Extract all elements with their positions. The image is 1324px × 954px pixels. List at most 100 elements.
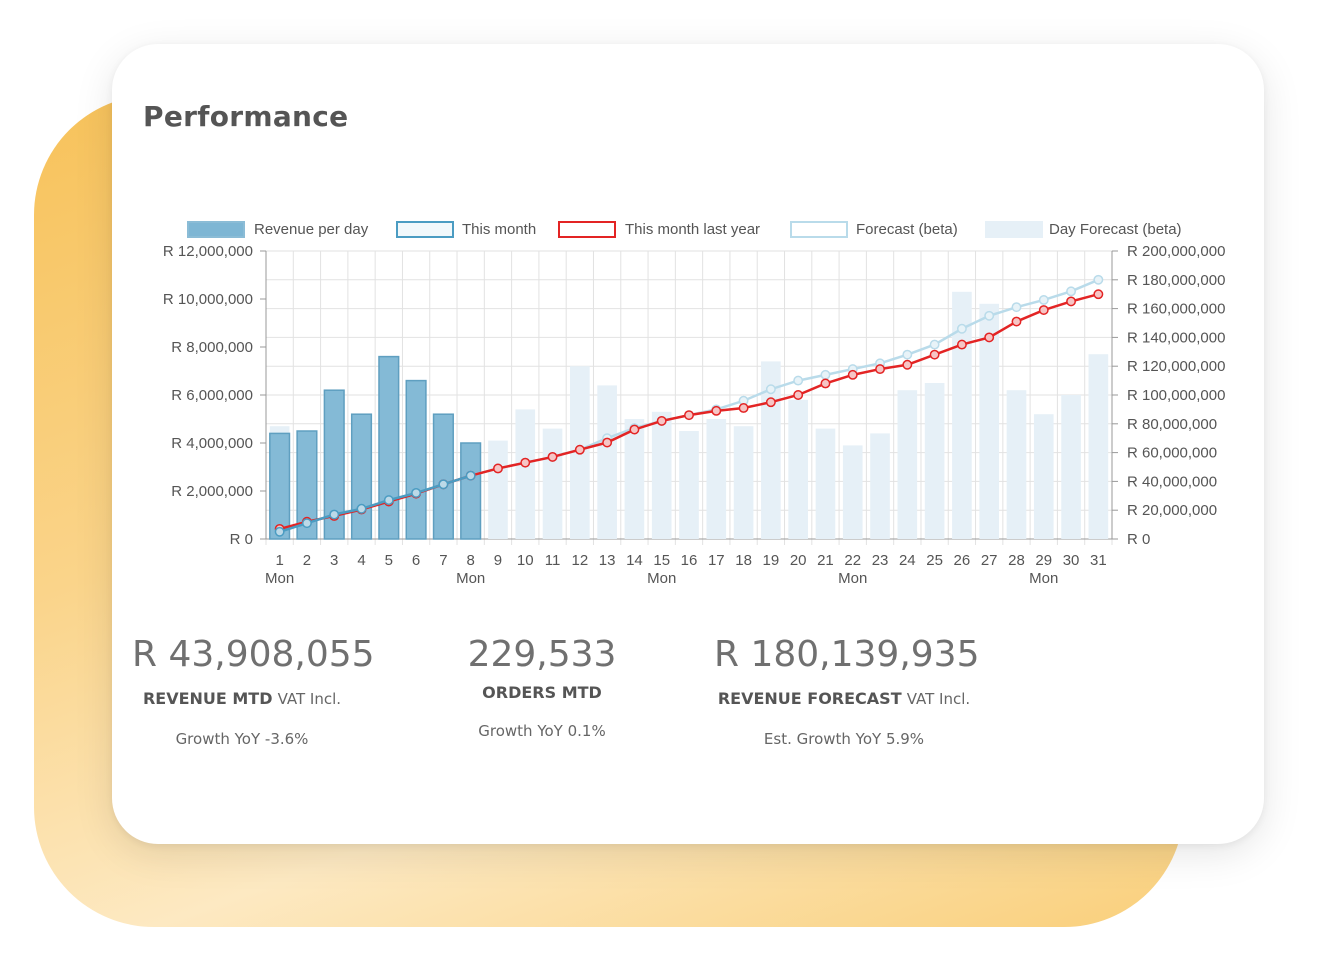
y-left-tick-label: R 10,000,000 [163,291,253,308]
x-weekday-label: Mon [265,570,294,587]
bar-revenue-per-day [269,432,291,540]
kpi-revenue-mtd: R 43,908,055 REVENUE MTD VAT Incl. Growt… [132,634,375,748]
last-year-point [1038,305,1049,315]
forecast-point [765,384,776,395]
this-month-point [383,495,394,506]
bar-revenue-per-day [350,413,373,540]
legend-swatch [396,221,454,238]
last-year-point [1011,316,1022,327]
legend-swatch [558,221,616,238]
y-right-tick-label: R 200,000,000 [1127,243,1225,260]
kpi-orders-mtd-value: 229,533 [467,634,617,675]
bar-day-forecast [651,411,672,539]
x-tick-label: 15 [653,552,670,569]
this-month-point [438,479,449,490]
last-year-point [547,451,558,462]
bar-revenue-per-day [460,442,482,540]
kpi-orders-mtd-label-main: ORDERS MTD [482,683,602,702]
kpi-revenue-mtd-value: R 43,908,055 [132,634,375,675]
bar-day-forecast [761,361,781,539]
forecast-point [1011,302,1022,313]
y-right-tick-label: R 140,000,000 [1127,329,1225,346]
y-left-tick-label: R 8,000,000 [171,339,253,356]
forecast-point [902,349,913,360]
x-tick-label: 11 [545,552,561,569]
x-tick-label: 2 [303,552,311,569]
bar-day-forecast [815,428,836,539]
bar-revenue-per-day [378,355,400,540]
y-left-tick-label: R 6,000,000 [171,387,253,404]
y-right-tick-label: R 100,000,000 [1127,387,1225,404]
legend-swatch [985,221,1043,238]
x-tick-label: 23 [872,552,889,569]
bar-day-forecast [952,291,972,539]
this-month-point [274,526,285,537]
forecast-point [1066,286,1077,297]
last-year-point [1066,296,1077,307]
bar-day-forecast [679,431,699,539]
last-year-point [738,403,749,413]
x-tick-label: 7 [439,552,447,569]
forecast-point [929,339,940,350]
bar-day-forecast [979,303,1000,539]
bar-day-forecast [1088,354,1109,539]
last-year-point [629,424,640,435]
bar-day-forecast [488,440,508,539]
x-tick-label: 10 [517,552,534,569]
x-tick-label: 14 [626,552,643,569]
card-title: Performance [143,100,349,133]
last-year-point [875,364,885,375]
x-tick-label: 26 [954,552,971,569]
x-tick-label: 18 [735,552,752,569]
last-year-point [493,463,503,474]
legend-label: Forecast (beta) [856,221,958,238]
last-year-point [984,332,995,343]
y-left-tick-label: R 0 [230,531,253,548]
y-right-tick-label: R 0 [1127,531,1150,548]
last-year-point [574,444,585,455]
kpi-revenue-mtd-label-suffix: VAT Incl. [277,690,342,708]
kpi-revenue-forecast-growth: Est. Growth YoY 5.9% [763,730,925,748]
this-month-point [329,509,340,520]
kpi-revenue-forecast: R 180,139,935 REVENUE FORECAST VAT Incl.… [714,634,980,748]
x-tick-label: 27 [981,552,998,569]
bar-day-forecast [542,428,563,539]
last-year-point [956,339,967,350]
x-tick-label: 28 [1008,552,1025,569]
x-tick-label: 12 [571,552,588,569]
x-tick-label: 16 [681,552,698,569]
x-tick-label: 9 [494,552,502,569]
forecast-point [956,323,967,334]
y-right-tick-label: R 80,000,000 [1127,416,1217,433]
bar-revenue-per-day [432,413,454,540]
x-tick-label: 24 [899,552,916,569]
y-right-tick-label: R 40,000,000 [1127,473,1217,490]
x-tick-label: 6 [412,552,420,569]
y-left-tick-label: R 4,000,000 [171,435,253,452]
bar-day-forecast [1033,414,1054,539]
bar-day-forecast [706,419,727,539]
kpi-revenue-forecast-value: R 180,139,935 [714,634,980,675]
x-tick-label: 29 [1035,552,1052,569]
kpi-revenue-forecast-label-main: REVENUE FORECAST [717,689,902,708]
y-right-tick-label: R 180,000,000 [1127,272,1225,289]
x-weekday-label: Mon [1029,570,1058,587]
x-weekday-label: Mon [647,570,676,587]
y-right-tick-label: R 60,000,000 [1127,445,1217,462]
last-year-point [847,369,858,380]
x-weekday-label: Mon [838,570,867,587]
kpi-revenue-forecast-label: REVENUE FORECAST VAT Incl. [714,689,974,708]
x-weekday-label: Mon [456,570,485,587]
y-right-tick-label: R 20,000,000 [1127,502,1217,519]
kpi-orders-mtd-label: ORDERS MTD [442,683,642,702]
bar-revenue-per-day [296,430,318,540]
bar-day-forecast [788,399,808,539]
x-tick-label: 4 [357,552,365,569]
kpi-revenue-forecast-label-suffix: VAT Incl. [906,690,971,708]
kpi-orders-mtd: 229,533 ORDERS MTD Growth YoY 0.1% [442,634,642,740]
forecast-point [1038,295,1049,305]
last-year-point [820,378,831,389]
bar-day-forecast [515,409,536,539]
y-left-tick-label: R 12,000,000 [163,243,253,260]
